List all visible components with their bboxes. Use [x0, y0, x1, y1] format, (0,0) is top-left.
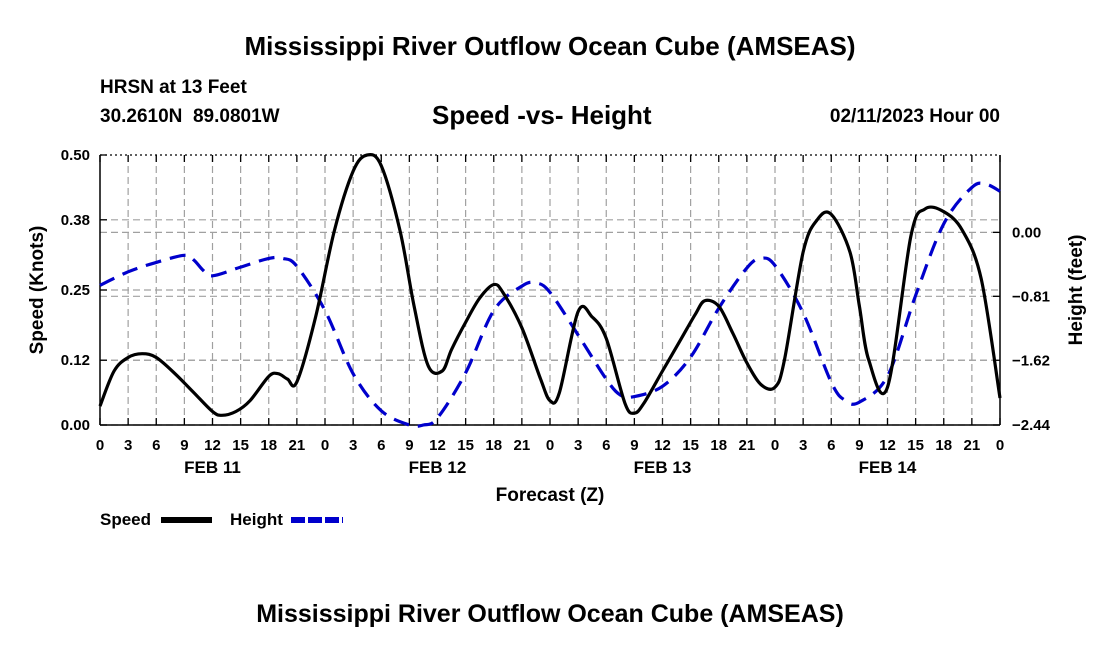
x-tick-label: 9 [405, 437, 413, 454]
day-label: FEB 14 [859, 458, 917, 477]
x-tick-label: 12 [654, 437, 671, 454]
x-tick-label: 9 [855, 437, 863, 454]
y2-tick-label: −0.81 [1012, 288, 1050, 305]
x-tick-label: 3 [124, 437, 132, 454]
x-tick-label: 15 [682, 437, 699, 454]
x-tick-label: 21 [739, 437, 756, 454]
x-tick-label: 18 [710, 437, 727, 454]
x-tick-label: 9 [180, 437, 188, 454]
x-tick-label: 9 [630, 437, 638, 454]
y2-axis-label: Height (feet) [1066, 235, 1087, 346]
x-tick-label: 6 [602, 437, 610, 454]
x-tick-label: 3 [349, 437, 357, 454]
footer-title: Mississippi River Outflow Ocean Cube (AM… [256, 600, 844, 628]
x-tick-label: 3 [574, 437, 582, 454]
x-tick-label: 3 [799, 437, 807, 454]
chart-title: Mississippi River Outflow Ocean Cube (AM… [244, 31, 856, 61]
coordinates-label: 30.2610N 89.0801W [100, 106, 280, 127]
chart-subtitle: Speed -vs- Height [432, 100, 652, 130]
x-tick-label: 21 [514, 437, 531, 454]
x-tick-label: 0 [996, 437, 1004, 454]
x-tick-label: 0 [321, 437, 329, 454]
x-tick-label: 0 [96, 437, 104, 454]
x-tick-label: 15 [907, 437, 924, 454]
x-tick-label: 18 [260, 437, 277, 454]
x-tick-label: 0 [546, 437, 554, 454]
speed-series-line [98, 152, 1002, 417]
y2-tick-label: −2.44 [1012, 417, 1051, 434]
x-tick-label: 6 [377, 437, 385, 454]
day-label: FEB 13 [634, 458, 692, 477]
y-tick-label: 0.25 [61, 282, 90, 299]
x-tick-label: 21 [289, 437, 306, 454]
x-tick-label: 12 [429, 437, 446, 454]
legend-height-label: Height [230, 510, 283, 529]
station-label: HRSN at 13 Feet [100, 77, 247, 98]
day-label: FEB 11 [184, 458, 241, 477]
height-series-line [99, 181, 1001, 428]
y-tick-label: 0.12 [61, 352, 90, 369]
y-tick-label: 0.00 [61, 417, 90, 434]
datetime-label: 02/11/2023 Hour 00 [829, 106, 1000, 127]
x-tick-label: 12 [204, 437, 221, 454]
y-axis-label: Speed (Knots) [27, 226, 48, 355]
day-label: FEB 12 [409, 458, 467, 477]
x-tick-label: 18 [935, 437, 952, 454]
y-tick-label: 0.50 [61, 147, 90, 164]
x-tick-label: 6 [152, 437, 160, 454]
y2-tick-label: 0.00 [1012, 224, 1041, 241]
x-tick-label: 12 [879, 437, 896, 454]
x-tick-label: 0 [771, 437, 779, 454]
x-tick-label: 15 [232, 437, 249, 454]
y-tick-label: 0.38 [61, 212, 90, 229]
x-axis-label: Forecast (Z) [496, 485, 605, 506]
x-tick-label: 21 [964, 437, 981, 454]
x-tick-label: 18 [485, 437, 502, 454]
x-tick-label: 6 [827, 437, 835, 454]
y2-tick-label: −1.62 [1012, 352, 1050, 369]
x-tick-label: 15 [457, 437, 474, 454]
legend-speed-label: Speed [100, 510, 151, 529]
